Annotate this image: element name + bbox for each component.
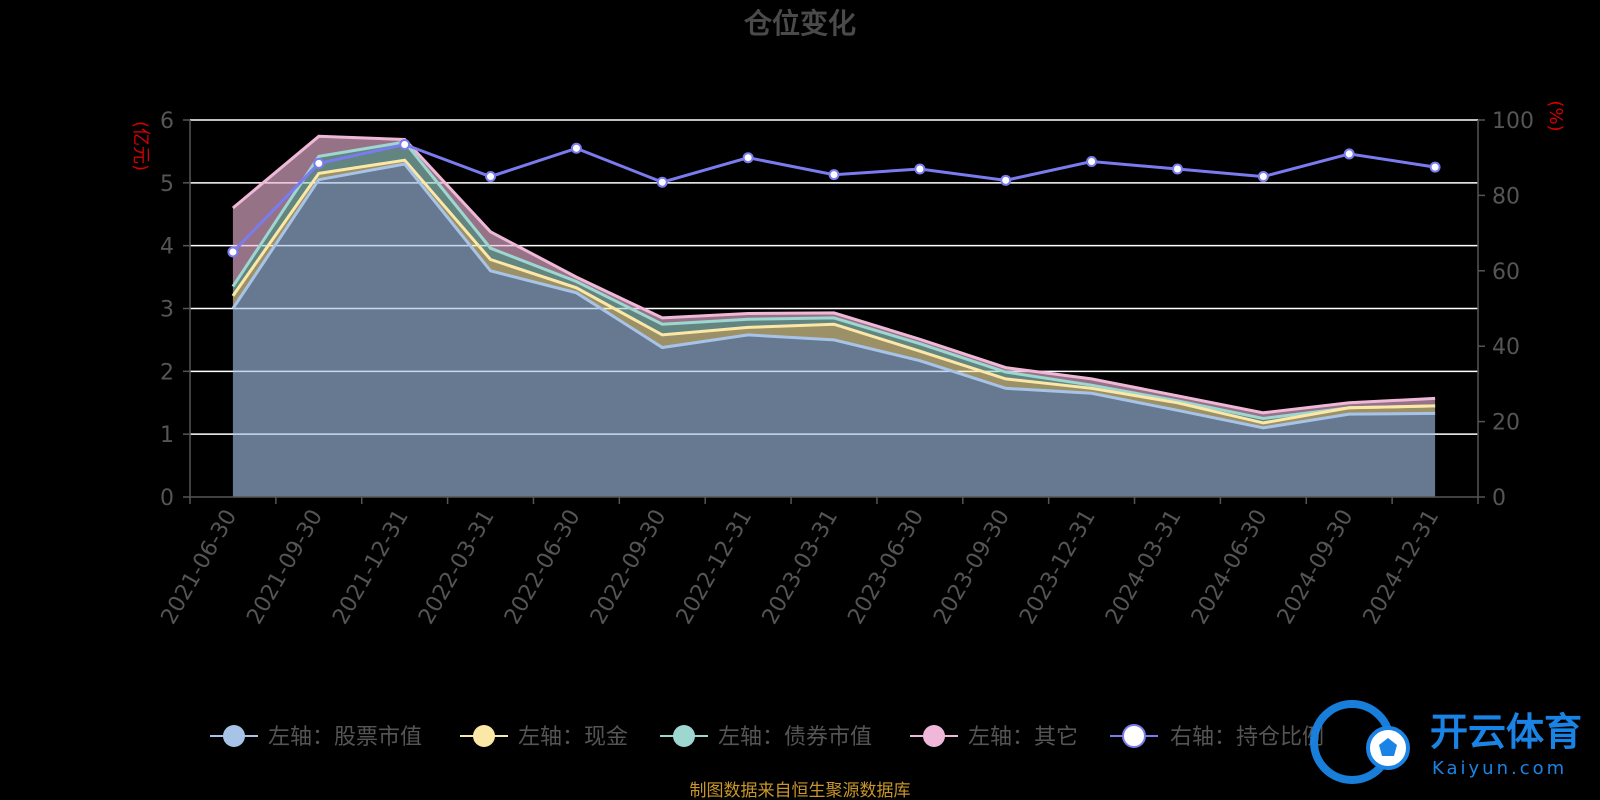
right-tick-label: 40 bbox=[1492, 335, 1520, 360]
ratio-point bbox=[570, 142, 582, 154]
legend-other-marker bbox=[923, 725, 945, 747]
legend: 左轴：股票市值 左轴：现金 左轴：债券市值 左轴：其它 右轴：持仓比例 bbox=[210, 724, 1324, 750]
brand-name-en: Kaiyun.com bbox=[1432, 758, 1567, 779]
left-tick-label: 4 bbox=[160, 235, 174, 260]
legend-bond-marker bbox=[673, 725, 695, 747]
legend-item-stock[interactable]: 左轴：股票市值 bbox=[210, 725, 422, 750]
chart-title: 仓位变化 bbox=[744, 7, 856, 40]
ratio-point bbox=[742, 152, 754, 164]
ratio-point bbox=[1171, 163, 1183, 175]
area-edge-2 bbox=[231, 158, 1436, 425]
right-tick-label: 60 bbox=[1492, 260, 1520, 285]
x-tick-label: 2023-09-30 bbox=[929, 506, 1015, 629]
x-tick-label: 2021-09-30 bbox=[242, 506, 328, 629]
ratio-point bbox=[656, 176, 668, 188]
right-tick-label: 0 bbox=[1492, 486, 1506, 511]
area-1 bbox=[232, 164, 1436, 497]
left-tick-label: 2 bbox=[160, 360, 174, 385]
x-tick-label: 2022-03-31 bbox=[414, 506, 500, 629]
x-tick-label: 2021-12-31 bbox=[328, 505, 414, 628]
legend-ratio-marker bbox=[1122, 724, 1146, 748]
ratio-point bbox=[399, 139, 411, 151]
legend-ratio-label: 右轴：持仓比例 bbox=[1170, 725, 1324, 750]
left-axis-ticks: 0 1 2 3 4 5 6 bbox=[160, 109, 190, 511]
x-tick-label: 2024-03-31 bbox=[1101, 506, 1187, 629]
ratio-point bbox=[828, 169, 840, 181]
left-tick-label: 6 bbox=[160, 109, 174, 134]
right-axis-ticks: 0 20 40 60 80 100 bbox=[1478, 109, 1534, 511]
legend-item-ratio[interactable]: 右轴：持仓比例 bbox=[1110, 724, 1324, 750]
ratio-point bbox=[313, 157, 325, 169]
area-edge-3 bbox=[231, 140, 1436, 421]
x-tick-label: 2022-12-31 bbox=[672, 506, 758, 629]
x-tick-label: 2022-06-30 bbox=[500, 506, 586, 629]
area-edge-4 bbox=[231, 134, 1436, 415]
x-tick-label: 2023-06-30 bbox=[843, 506, 929, 629]
legend-item-bond[interactable]: 左轴：债券市值 bbox=[660, 725, 872, 750]
legend-stock-marker bbox=[223, 725, 245, 747]
right-tick-label: 80 bbox=[1492, 184, 1520, 209]
x-tick-label: 2023-03-31 bbox=[758, 506, 844, 629]
legend-item-other[interactable]: 左轴：其它 bbox=[910, 725, 1078, 750]
left-tick-label: 0 bbox=[160, 486, 174, 511]
area-edge-1 bbox=[231, 162, 1436, 430]
ratio-point bbox=[227, 246, 239, 258]
legend-cash-label: 左轴：现金 bbox=[518, 725, 628, 750]
x-tick-label: 2024-09-30 bbox=[1273, 506, 1359, 629]
legend-item-cash[interactable]: 左轴：现金 bbox=[460, 725, 628, 750]
right-tick-label: 20 bbox=[1492, 411, 1520, 436]
right-tick-label: 100 bbox=[1492, 109, 1534, 134]
left-axis-unit: (亿元) bbox=[130, 121, 151, 171]
x-tick-label: 2022-09-30 bbox=[586, 506, 672, 629]
legend-cash-marker bbox=[473, 725, 495, 747]
legend-stock-label: 左轴：股票市值 bbox=[268, 725, 422, 750]
brand-name-cn: 开云体育 bbox=[1430, 710, 1582, 754]
ratio-point bbox=[1086, 155, 1098, 167]
x-tick-label: 2024-12-31 bbox=[1359, 506, 1445, 629]
left-tick-label: 3 bbox=[160, 298, 174, 323]
x-tick-label: 2024-06-30 bbox=[1187, 506, 1273, 629]
soccer-ball-patch bbox=[1379, 738, 1397, 756]
x-tick-label: 2023-12-31 bbox=[1015, 506, 1101, 629]
legend-other-label: 左轴：其它 bbox=[968, 725, 1078, 750]
ratio-point bbox=[485, 171, 497, 183]
source-note: 制图数据来自恒生聚源数据库 bbox=[690, 781, 911, 800]
legend-bond-label: 左轴：债券市值 bbox=[718, 725, 872, 750]
watermark-logo: 开云体育 Kaiyun.com bbox=[1310, 700, 1582, 784]
right-axis-unit: (%) bbox=[1545, 100, 1566, 131]
position-ratio-line bbox=[227, 139, 1441, 258]
x-axis-ticks: 2021-06-30 2021-09-30 2021-12-31 2022-03-31… bbox=[157, 505, 1445, 628]
left-tick-label: 5 bbox=[160, 172, 174, 197]
area-layers bbox=[231, 134, 1436, 497]
ratio-point bbox=[1343, 148, 1355, 160]
ratio-point bbox=[1000, 174, 1012, 186]
ratio-point bbox=[914, 163, 926, 175]
x-tick-label: 2021-06-30 bbox=[157, 506, 243, 629]
ratio-point bbox=[1257, 171, 1269, 183]
left-tick-label: 1 bbox=[160, 423, 174, 448]
ratio-point bbox=[1429, 161, 1441, 173]
